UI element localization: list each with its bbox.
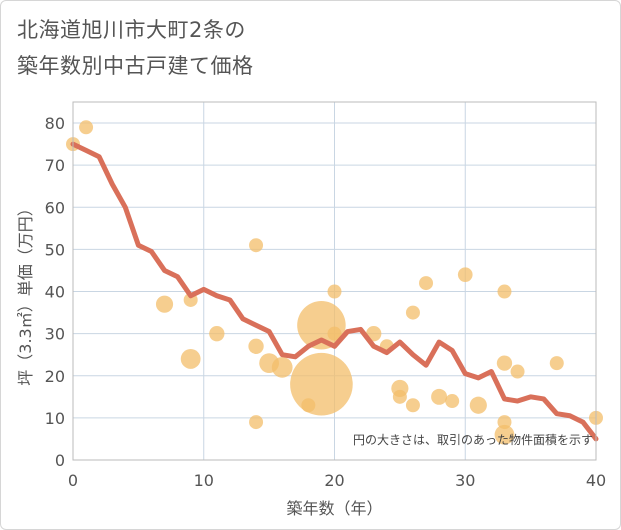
data-bubble [469, 396, 487, 414]
x-axis-label: 築年数（年） [286, 499, 382, 518]
average-price-line [70, 141, 599, 442]
data-bubble [79, 120, 94, 135]
data-bubble [271, 356, 293, 378]
data-bubble [457, 267, 473, 283]
data-bubble [249, 238, 264, 253]
data-bubble [180, 349, 201, 369]
x-tick-label: 20 [324, 471, 344, 490]
y-axis-ticks: 0 10 20 30 40 50 60 70 80 [45, 114, 65, 470]
data-bubble [496, 355, 513, 371]
transaction-bubbles [66, 120, 603, 445]
title-line-1: 北海道旭川市大町2条の [17, 18, 246, 42]
plot-border [72, 101, 597, 461]
y-tick-label: 0 [55, 451, 65, 470]
data-bubble [327, 284, 342, 299]
data-bubble [249, 415, 264, 430]
data-bubble [392, 389, 407, 404]
y-tick-label: 50 [45, 240, 65, 259]
data-bubble [431, 388, 448, 405]
x-tick-label: 40 [586, 471, 606, 490]
x-axis-ticks: 0 10 20 30 40 [68, 471, 606, 490]
y-tick-label: 30 [45, 325, 65, 344]
bubble-size-note: 円の大きさは、取引のあった物件面積を示す [353, 432, 593, 447]
data-bubble [494, 424, 515, 445]
y-tick-label: 20 [45, 367, 65, 386]
y-axis-label: 坪（3.3㎡）単価（万円） [16, 200, 35, 385]
y-tick-label: 70 [45, 156, 65, 175]
y-tick-label: 40 [45, 283, 65, 302]
data-bubble [549, 356, 564, 371]
data-bubble [290, 352, 353, 416]
x-tick-label: 30 [455, 471, 475, 490]
data-bubble [405, 305, 420, 320]
data-bubble [155, 295, 174, 313]
data-bubble [327, 326, 342, 341]
x-tick-label: 10 [194, 471, 214, 490]
y-tick-label: 80 [45, 114, 65, 133]
data-bubble [405, 398, 420, 413]
title-line-2: 築年数別中古戸建て価格 [17, 54, 254, 78]
data-bubble [445, 394, 460, 409]
chart-title: 北海道旭川市大町2条の 築年数別中古戸建て価格 [17, 12, 254, 84]
data-bubble [510, 364, 525, 379]
data-bubble [248, 338, 264, 354]
data-bubble [497, 284, 512, 299]
data-bubble [419, 276, 434, 291]
x-tick-label: 0 [68, 471, 78, 490]
y-tick-label: 60 [45, 198, 65, 217]
y-tick-label: 10 [45, 409, 65, 428]
data-bubble [209, 325, 225, 342]
average-line-path [70, 141, 599, 442]
